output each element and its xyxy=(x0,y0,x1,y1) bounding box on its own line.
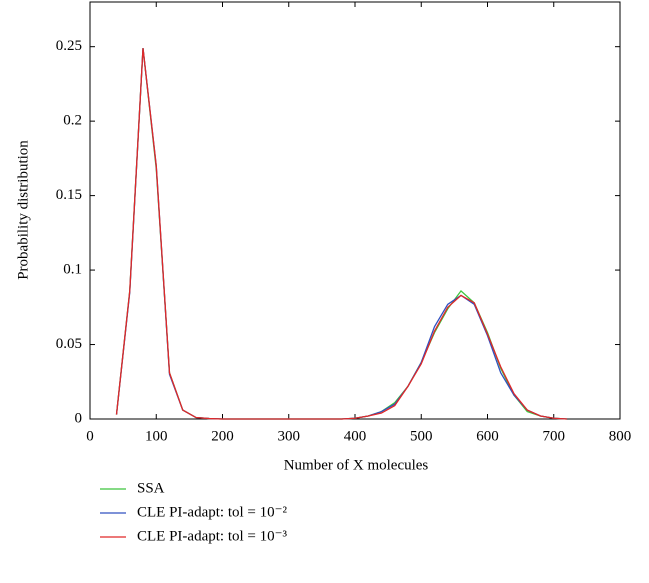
x-tick-label: 700 xyxy=(543,428,566,444)
legend-label: SSA xyxy=(137,480,165,496)
y-tick-label: 0.1 xyxy=(63,262,82,278)
x-tick-label: 0 xyxy=(86,428,94,444)
x-tick-label: 500 xyxy=(410,428,433,444)
plot-frame xyxy=(89,1,621,420)
series-line xyxy=(115,48,568,420)
x-tick-label: 300 xyxy=(278,428,301,444)
y-tick-label: 0.25 xyxy=(56,38,82,54)
y-axis-label: Probability distribution xyxy=(15,140,31,280)
x-tick-label: 200 xyxy=(211,428,234,444)
x-tick-label: 600 xyxy=(476,428,499,444)
y-tick-label: 0 xyxy=(75,410,83,426)
legend-label: CLE PI-adapt: tol = 10⁻² xyxy=(137,504,288,520)
x-tick-label: 800 xyxy=(609,428,632,444)
legend-label: CLE PI-adapt: tol = 10⁻³ xyxy=(137,528,288,544)
y-tick-label: 0.15 xyxy=(56,187,82,203)
y-tick-label: 0.05 xyxy=(56,336,82,352)
x-tick-label: 100 xyxy=(145,428,168,444)
x-tick-label: 400 xyxy=(344,428,367,444)
y-tick-label: 0.2 xyxy=(63,113,82,129)
x-axis-label: Number of X molecules xyxy=(284,457,429,473)
